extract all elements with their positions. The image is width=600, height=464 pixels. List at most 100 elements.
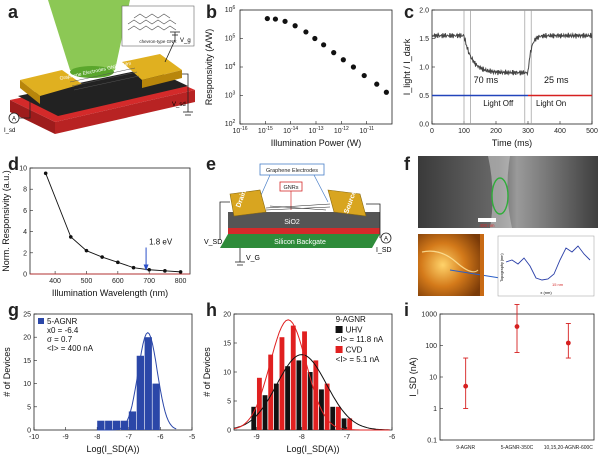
x-tick-label: 700 <box>143 278 155 285</box>
panel-label-i: i <box>404 300 410 320</box>
legend-title: 9-AGNR <box>336 315 366 324</box>
data-point <box>272 16 279 22</box>
x-tick-label: 10-12 <box>334 126 349 135</box>
legend-uhv: UHV <box>346 326 364 335</box>
histogram-bar <box>128 411 137 430</box>
x-axis-label: Time (ms) <box>492 138 532 148</box>
y-tick-label: 15 <box>223 341 231 348</box>
gnr-chevron-icon <box>127 13 177 31</box>
electrode-left-side <box>20 80 40 104</box>
panel-label-h: h <box>206 300 217 320</box>
y-tick-label: 103 <box>225 91 236 100</box>
x-tick-label: -7 <box>126 434 132 441</box>
data-point <box>163 269 167 273</box>
fall-time-annotation: 25 ms <box>544 75 569 85</box>
data-point <box>282 18 288 24</box>
x-tick-label: -8 <box>94 434 100 441</box>
x-tick-label: 200 <box>490 128 502 135</box>
legend-entry: <I> = 400 nA <box>47 344 94 353</box>
isd-label: I_sd <box>4 128 15 134</box>
gaussian-fit-cvd <box>233 319 390 431</box>
panel-label-f: f <box>404 154 410 174</box>
y-axis-label: Responsivity (A/W) <box>204 29 214 106</box>
red-layer <box>228 228 380 234</box>
legend-cvd: CVD <box>346 346 363 355</box>
y-tick-label: 6 <box>23 208 27 215</box>
legend-uhv-mean: <I> = 11.8 nA <box>336 335 384 344</box>
scale-bar <box>478 218 496 222</box>
x-axis-label: Log(I_SD(A)) <box>86 444 139 454</box>
x-tick-label: -7 <box>344 434 350 441</box>
panel-label-e: e <box>206 154 217 174</box>
tem-gap <box>488 156 512 228</box>
source-electrode <box>327 189 367 217</box>
data-point <box>264 15 270 22</box>
y-tick-label: 8 <box>23 187 27 194</box>
data-point <box>131 265 136 270</box>
x-tick-label: -10 <box>29 434 39 441</box>
histogram-bar-cvd <box>256 377 262 430</box>
gaussian-fit <box>97 331 177 431</box>
x-tick-label: -8 <box>299 434 305 441</box>
data-point <box>350 64 357 70</box>
profile-trace <box>505 245 591 281</box>
electrode-label-box <box>259 163 325 176</box>
ammeter-glyph: A <box>12 117 16 123</box>
legend-entry: 5-AGNR <box>47 317 77 326</box>
y-tick-label: 0.1 <box>427 438 437 445</box>
x-tick-label: 500 <box>81 278 93 285</box>
gaussian-fit-uhv <box>233 354 390 431</box>
sio2-layer <box>228 212 380 228</box>
y-tick-label: 105 <box>225 34 236 43</box>
y-tick-label: 100 <box>425 343 437 350</box>
y-tick-label: 10 <box>19 166 27 173</box>
legend-cvd-mean: <I> = 5.1 nA <box>336 355 380 364</box>
panel-d-chart: 400 500 600 700 800 0 2 4 6 8 10 1.8 eV Illumination… <box>1 166 191 298</box>
histogram-bar-uhv <box>296 360 302 430</box>
data-point <box>374 81 380 87</box>
x-tick-label: 800 <box>175 278 187 285</box>
y-axis-label: # of Devices <box>202 347 212 397</box>
histogram-bar <box>113 420 121 430</box>
panel-label-g: g <box>8 300 19 320</box>
data-point <box>383 89 389 95</box>
backgate-layer <box>220 234 380 248</box>
data-point <box>514 324 520 329</box>
panel-c-chart: 0 100 200 300 400 500 0.0 0.5 1.0 1.5 2.0 70 ms 25 m… <box>402 8 598 149</box>
y-tick-label: 1.5 <box>419 36 429 43</box>
isd-e-label: I_SD <box>376 247 392 254</box>
gnr-film <box>69 67 140 91</box>
data-point <box>292 23 298 29</box>
data-point <box>361 72 367 79</box>
panel-f-microscopy: 400 nm 15 nm Topography (nm) x (nm) <box>418 156 598 297</box>
plot-frame <box>239 9 393 125</box>
data-point <box>321 42 327 48</box>
legend-light-off: Light Off <box>483 99 514 108</box>
panel-label-a: a <box>8 2 19 22</box>
y-axis-label: I_SD (nA) <box>408 357 418 397</box>
y-tick-label: 10 <box>223 370 231 377</box>
x-tick-label: 500 <box>586 128 598 135</box>
electrode-right-side <box>142 70 182 88</box>
gnr-strands <box>265 203 331 211</box>
histogram-bar <box>105 420 113 430</box>
y-tick-label: 15 <box>23 358 31 365</box>
x-tick-label: -5 <box>189 434 195 441</box>
vg-label: V_g <box>180 38 191 44</box>
y-axis-label: # of Devices <box>2 347 12 397</box>
x-tick-label: 10-16 <box>232 126 247 135</box>
histogram-bar <box>97 420 105 430</box>
y-tick-label: 106 <box>225 5 236 14</box>
y-tick-label: 0 <box>27 428 31 435</box>
histogram-bar-uhv <box>307 372 313 430</box>
y-tick-label: 5 <box>227 399 231 406</box>
histogram-bar-uhv <box>330 406 336 430</box>
legend-swatch-uhv <box>335 326 343 333</box>
histogram-bar <box>152 383 160 430</box>
x-category-label: 5-AGNR-350C <box>501 445 534 451</box>
data-point <box>84 248 89 253</box>
x-tick-label: 600 <box>112 278 124 285</box>
ammeter-e-glyph: A <box>384 237 388 243</box>
x-tick-label: 10-11 <box>359 126 374 135</box>
data-point <box>68 235 73 239</box>
